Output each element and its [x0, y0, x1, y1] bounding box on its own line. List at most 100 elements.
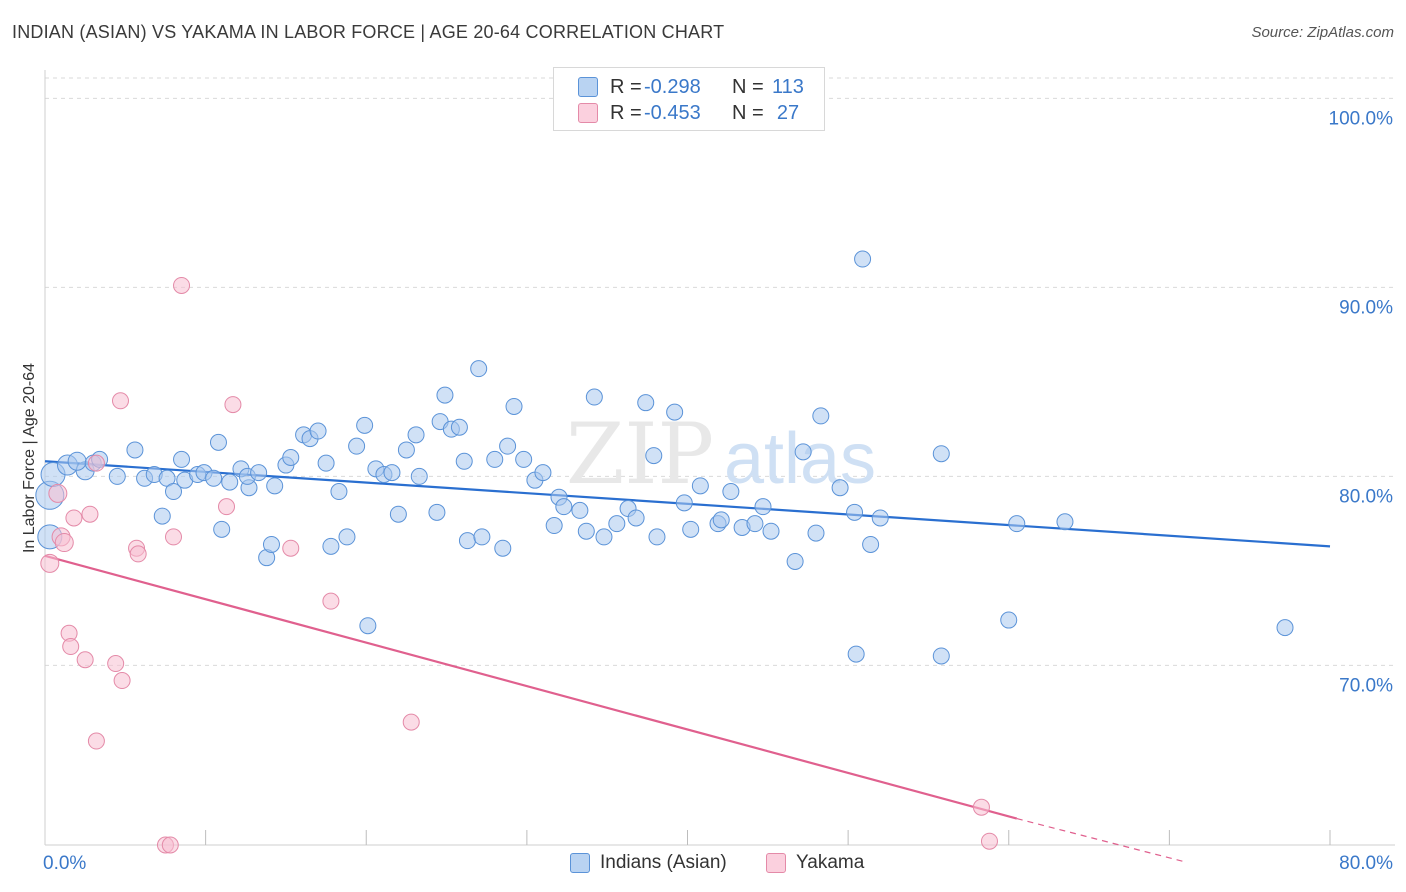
point-indians [348, 437, 366, 455]
point-yakama [980, 832, 998, 850]
point-indians [165, 483, 182, 501]
point-indians [250, 464, 268, 482]
point-indians [356, 416, 374, 434]
bottom-swatch-pink [766, 853, 786, 873]
bottom-legend-label: Indians (Asian) [600, 852, 727, 873]
point-yakama [282, 539, 300, 557]
point-indians [571, 501, 589, 519]
point-indians [322, 537, 340, 555]
legend-r-value: -0.453 [644, 101, 701, 124]
point-yakama [87, 454, 105, 472]
source-label: Source: ZipAtlas.com [1251, 24, 1394, 41]
point-yakama [81, 505, 99, 523]
point-indians [637, 394, 655, 412]
y-tick-label: 70.0% [1339, 675, 1393, 696]
bottom-legend-indians: Indians (Asian) [570, 852, 727, 874]
point-yakama [165, 528, 182, 546]
point-indians [585, 388, 603, 406]
point-yakama [972, 798, 990, 816]
legend-n-value: 113 [772, 75, 804, 98]
point-yakama [54, 533, 74, 553]
point-indians [108, 467, 126, 485]
trend-lines [44, 460, 1331, 863]
point-indians [682, 520, 700, 538]
point-indians [807, 524, 825, 542]
legend-swatch-blue [578, 77, 598, 97]
legend-n-value: 27 [776, 101, 800, 124]
point-indians [338, 528, 356, 546]
point-indians [407, 426, 425, 444]
point-indians [854, 250, 872, 268]
point-indians [555, 498, 573, 516]
point-yakama [107, 655, 125, 673]
point-indians [722, 483, 740, 501]
legend-r-label: R = [610, 75, 642, 98]
point-indians [473, 528, 491, 546]
point-indians [812, 407, 830, 425]
stats-legend: R = -0.298 N = 113 R = -0.453 N = 27 [553, 67, 825, 131]
point-indians [712, 511, 730, 529]
point-indians [450, 418, 468, 436]
point-yakama [62, 638, 80, 656]
point-indians [627, 509, 645, 527]
point-indians [932, 445, 950, 463]
point-indians [762, 522, 780, 540]
legend-r-label: R = [610, 101, 642, 124]
x-tick-label: 80.0% [1339, 853, 1393, 874]
watermark: ZIP atlas [566, 405, 876, 503]
point-indians [1008, 515, 1026, 533]
point-indians [754, 498, 772, 516]
point-indians [282, 449, 300, 466]
point-yakama [40, 553, 60, 573]
point-yakama [113, 672, 131, 690]
point-indians [67, 451, 87, 471]
point-indians [397, 441, 415, 459]
legend-r-value: -0.298 [644, 75, 701, 98]
point-indians [209, 433, 227, 451]
point-yakama [322, 592, 340, 610]
point-indians [675, 494, 693, 512]
point-indians [871, 509, 889, 527]
point-indians [645, 447, 663, 465]
axes [44, 70, 1395, 846]
point-indians [266, 477, 284, 495]
point-indians [330, 483, 348, 501]
chart-title: INDIAN (ASIAN) VS YAKAMA IN LABOR FORCE … [12, 22, 725, 42]
point-indians [608, 515, 626, 533]
point-indians [862, 535, 880, 553]
point-indians [213, 520, 231, 538]
watermark-zip: ZIP [566, 405, 714, 503]
point-indians [262, 535, 280, 553]
tick-labels: 100.0% 90.0% 80.0% 70.0% 0.0% 80.0% [43, 108, 1393, 874]
point-indians [666, 403, 684, 421]
trend-line-yakama [44, 554, 1018, 820]
point-indians [126, 441, 144, 459]
point-indians [746, 515, 764, 533]
point-indians [534, 464, 552, 482]
point-indians [577, 522, 595, 540]
point-indians [486, 450, 504, 468]
point-indians [846, 503, 864, 521]
point-indians [410, 467, 428, 485]
x-tick-label: 0.0% [43, 853, 86, 874]
point-indians [786, 552, 804, 570]
point-indians [505, 397, 523, 415]
point-yakama [173, 276, 191, 294]
legend-row-indians: R = -0.298 N = 113 [578, 75, 808, 99]
point-yakama [87, 732, 105, 750]
point-indians [1000, 611, 1018, 629]
legend-row-yakama: R = -0.453 N = 27 [578, 101, 808, 125]
point-indians [932, 647, 950, 665]
point-indians [847, 645, 865, 663]
point-indians [309, 422, 327, 440]
point-indians [499, 437, 517, 455]
grid-lines [45, 77, 1395, 666]
point-indians [383, 464, 401, 482]
point-yakama [129, 545, 147, 563]
data-points [35, 250, 1294, 854]
point-indians [436, 386, 454, 404]
point-yakama [224, 396, 242, 414]
point-indians [515, 450, 533, 468]
point-yakama [218, 498, 236, 516]
